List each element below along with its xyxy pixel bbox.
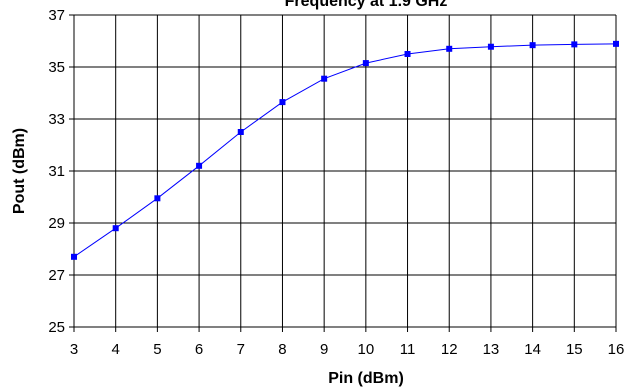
data-point-7	[237, 129, 244, 135]
x-axis-title: Pin (dBm)	[328, 370, 404, 387]
data-point-13	[487, 43, 494, 50]
data-point-6	[196, 162, 203, 169]
data-point-4	[112, 225, 119, 232]
y-tick-label-25: 25	[48, 319, 65, 336]
series-layer	[71, 40, 619, 260]
x-tick-label-15: 15	[566, 341, 583, 358]
y-tick-label-29: 29	[48, 215, 65, 232]
x-tick-label-11: 11	[400, 341, 416, 358]
y-tick-label-31: 31	[48, 163, 65, 180]
series-line-0	[73, 43, 617, 258]
x-tick-label-14: 14	[524, 341, 541, 358]
data-point-9	[321, 75, 328, 82]
y-tick-label-37: 37	[48, 7, 65, 24]
data-point-16	[613, 40, 619, 47]
y-axis-title: Pout (dBm)	[11, 128, 28, 214]
data-point-12	[446, 45, 453, 52]
y-tick-label-27: 27	[48, 267, 65, 284]
x-tick-label-5: 5	[153, 341, 161, 358]
x-tick-label-8: 8	[278, 341, 286, 358]
data-point-3	[71, 253, 77, 260]
data-point-11	[404, 51, 411, 57]
x-tick-label-3: 3	[70, 341, 78, 358]
data-point-14	[529, 42, 536, 49]
x-tick-label-13: 13	[483, 341, 500, 358]
y-tick-label-35: 35	[48, 59, 65, 76]
data-point-10	[362, 60, 369, 67]
x-tick-label-16: 16	[608, 341, 625, 358]
x-tick-label-6: 6	[195, 341, 203, 358]
x-tick-label-9: 9	[320, 341, 328, 358]
data-point-5	[154, 195, 161, 202]
x-tick-label-7: 7	[237, 341, 245, 358]
tick-labels: 3 4 5 6 7 8 9 10 11 12 13 14 15 16 25 27 29 31 33 35 37	[48, 7, 624, 358]
chart-title: Frequency at 1.9 GHz	[285, 0, 448, 10]
y-tick-label-33: 33	[48, 111, 65, 128]
data-point-8	[279, 99, 286, 106]
x-tick-label-10: 10	[358, 341, 375, 358]
x-tick-label-12: 12	[441, 341, 458, 358]
x-tick-label-4: 4	[112, 341, 120, 358]
grid-lines	[69, 14, 617, 332]
data-point-15	[571, 41, 578, 48]
